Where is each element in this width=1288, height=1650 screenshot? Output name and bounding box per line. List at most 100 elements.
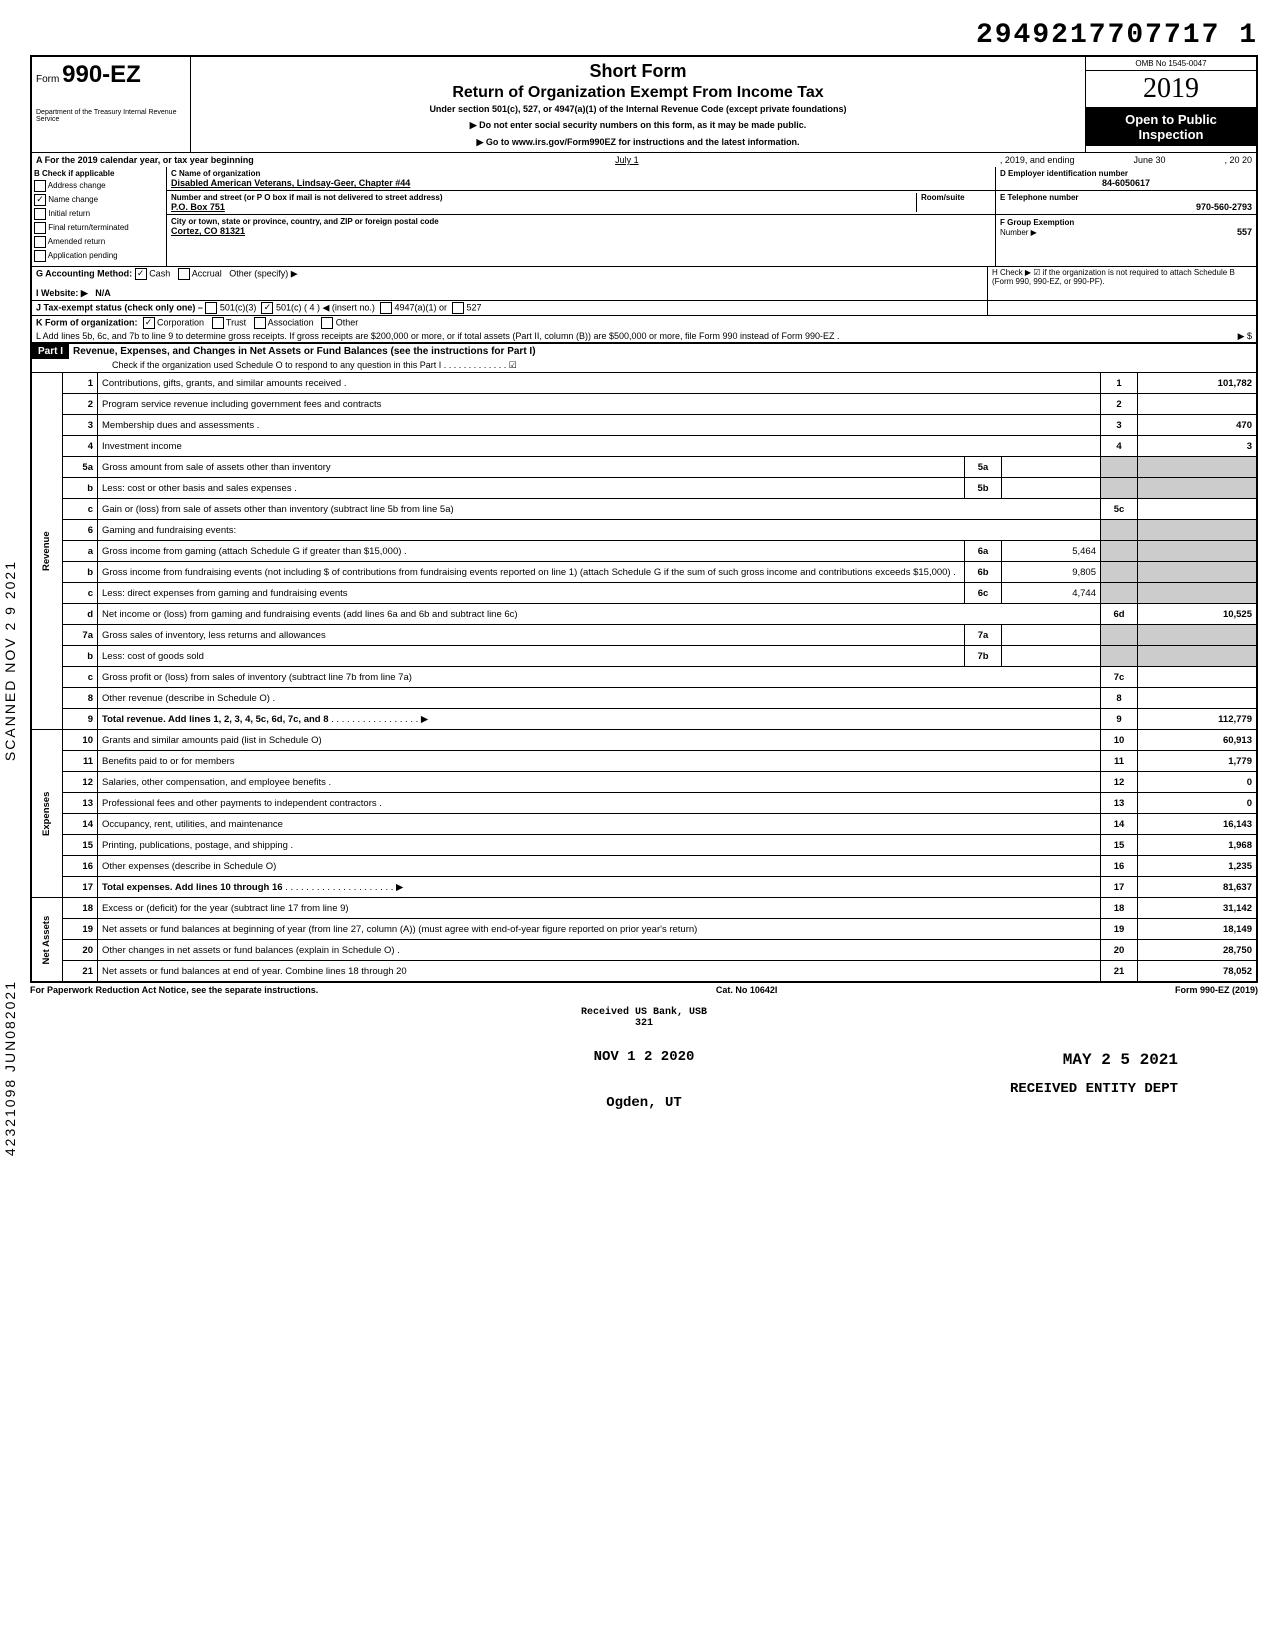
- cb-cash[interactable]: ✓: [135, 268, 147, 280]
- stamp-scanned: SCANNED NOV 2 9 2021: [2, 560, 18, 761]
- ln-10: 10: [63, 730, 98, 751]
- section-de: D Employer identification number 84-6050…: [995, 167, 1256, 266]
- desc-7a: Gross sales of inventory, less returns a…: [98, 625, 965, 646]
- lbl-other-method: Other (specify) ▶: [229, 268, 297, 278]
- amt-18: 31,142: [1138, 898, 1258, 919]
- amt-6-shade: [1138, 520, 1258, 541]
- cb-initial-return[interactable]: [34, 208, 46, 220]
- cb-501c[interactable]: ✓: [261, 302, 273, 314]
- sub-5a: 5a: [965, 457, 1002, 478]
- footer: For Paperwork Reduction Act Notice, see …: [30, 983, 1258, 997]
- subv-5b: [1002, 478, 1101, 499]
- desc-19: Net assets or fund balances at beginning…: [98, 919, 1101, 940]
- room-label: Room/suite: [916, 193, 991, 212]
- lbl-assoc: Association: [268, 317, 314, 327]
- g-label: G Accounting Method:: [36, 268, 132, 278]
- stamp-jun: 42321098 JUN082021: [2, 980, 18, 1156]
- num-18: 18: [1101, 898, 1138, 919]
- stamp-received: Received US Bank, USB 321: [30, 1007, 1258, 1029]
- ln-15: 15: [63, 835, 98, 856]
- num-7b-shade: [1101, 646, 1138, 667]
- subv-7a: [1002, 625, 1101, 646]
- row-a: A For the 2019 calendar year, or tax yea…: [30, 152, 1258, 167]
- desc-7c: Gross profit or (loss) from sales of inv…: [98, 667, 1101, 688]
- amt-17: 81,637: [1138, 877, 1258, 898]
- part1-check-line: Check if the organization used Schedule …: [30, 359, 1258, 372]
- lbl-initial-return: Initial return: [48, 209, 90, 218]
- ln-11: 11: [63, 751, 98, 772]
- amt-9: 112,779: [1138, 709, 1258, 730]
- sub-5b: 5b: [965, 478, 1002, 499]
- city-label: City or town, state or province, country…: [171, 217, 991, 226]
- ln-12: 12: [63, 772, 98, 793]
- tax-year-begin: July 1: [254, 155, 1000, 165]
- amt-19: 18,149: [1138, 919, 1258, 940]
- lbl-527: 527: [467, 302, 482, 312]
- desc-6d: Net income or (loss) from gaming and fun…: [98, 604, 1101, 625]
- lbl-app-pending: Application pending: [48, 251, 118, 260]
- num-21: 21: [1101, 961, 1138, 983]
- num-7c: 7c: [1101, 667, 1138, 688]
- cb-accrual[interactable]: [178, 268, 190, 280]
- desc-6: Gaming and fundraising events:: [98, 520, 1101, 541]
- l-text: L Add lines 5b, 6c, and 7b to line 9 to …: [36, 331, 840, 341]
- cb-name-change[interactable]: ✓: [34, 194, 46, 206]
- org-name: Disabled American Veterans, Lindsay-Geer…: [171, 178, 991, 188]
- sub-6a: 6a: [965, 541, 1002, 562]
- footer-left: For Paperwork Reduction Act Notice, see …: [30, 985, 318, 995]
- cb-trust[interactable]: [212, 317, 224, 329]
- form-subtitle: Under section 501(c), 527, or 4947(a)(1)…: [199, 104, 1077, 114]
- tax-year: 2019: [1086, 71, 1256, 108]
- stamp-entity: RECEIVED ENTITY DEPT: [1010, 1081, 1178, 1097]
- desc-6b: Gross income from fundraising events (no…: [98, 562, 965, 583]
- num-4: 4: [1101, 436, 1138, 457]
- row-a-end2: , 20 20: [1224, 155, 1252, 165]
- lbl-cash: Cash: [149, 268, 170, 278]
- amt-10: 60,913: [1138, 730, 1258, 751]
- ln-7a: 7a: [63, 625, 98, 646]
- cb-app-pending[interactable]: [34, 250, 46, 262]
- num-6c-shade: [1101, 583, 1138, 604]
- desc-2: Program service revenue including govern…: [98, 394, 1101, 415]
- ein-label: D Employer identification number: [1000, 169, 1252, 178]
- cb-other-org[interactable]: [321, 317, 333, 329]
- cb-4947[interactable]: [380, 302, 392, 314]
- cb-corp[interactable]: ✓: [143, 317, 155, 329]
- ln-4: 4: [63, 436, 98, 457]
- desc-13: Professional fees and other payments to …: [98, 793, 1101, 814]
- form-number: 990-EZ: [62, 61, 141, 88]
- sub-6b: 6b: [965, 562, 1002, 583]
- subv-6c: 4,744: [1002, 583, 1101, 604]
- dept-label: Department of the Treasury Internal Reve…: [36, 109, 186, 123]
- desc-15: Printing, publications, postage, and shi…: [98, 835, 1101, 856]
- desc-12: Salaries, other compensation, and employ…: [98, 772, 1101, 793]
- lbl-4947: 4947(a)(1) or: [394, 302, 447, 312]
- desc-5c: Gain or (loss) from sale of assets other…: [98, 499, 1101, 520]
- amt-13: 0: [1138, 793, 1258, 814]
- section-b: B Check if applicable Address change ✓ N…: [32, 167, 167, 266]
- section-b-label: B Check if applicable: [34, 169, 164, 178]
- lbl-final-return: Final return/terminated: [48, 223, 128, 232]
- section-k: K Form of organization: ✓ Corporation Tr…: [30, 315, 1258, 330]
- cb-final-return[interactable]: [34, 222, 46, 234]
- ln-5a: 5a: [63, 457, 98, 478]
- amt-15: 1,968: [1138, 835, 1258, 856]
- num-1: 1: [1101, 373, 1138, 394]
- num-19: 19: [1101, 919, 1138, 940]
- subv-7b: [1002, 646, 1101, 667]
- num-20: 20: [1101, 940, 1138, 961]
- cb-527[interactable]: [452, 302, 464, 314]
- cb-501c3[interactable]: [205, 302, 217, 314]
- cb-assoc[interactable]: [254, 317, 266, 329]
- num-5b-shade: [1101, 478, 1138, 499]
- ln-7c: c: [63, 667, 98, 688]
- cb-amended[interactable]: [34, 236, 46, 248]
- ln-9: 9: [63, 709, 98, 730]
- open-public-2: Inspection: [1088, 127, 1254, 142]
- desc-21: Net assets or fund balances at end of ye…: [98, 961, 1101, 983]
- ln-2: 2: [63, 394, 98, 415]
- cb-address-change[interactable]: [34, 180, 46, 192]
- l-arrow: ▶ $: [1238, 331, 1252, 342]
- amt-5b-shade: [1138, 478, 1258, 499]
- num-8: 8: [1101, 688, 1138, 709]
